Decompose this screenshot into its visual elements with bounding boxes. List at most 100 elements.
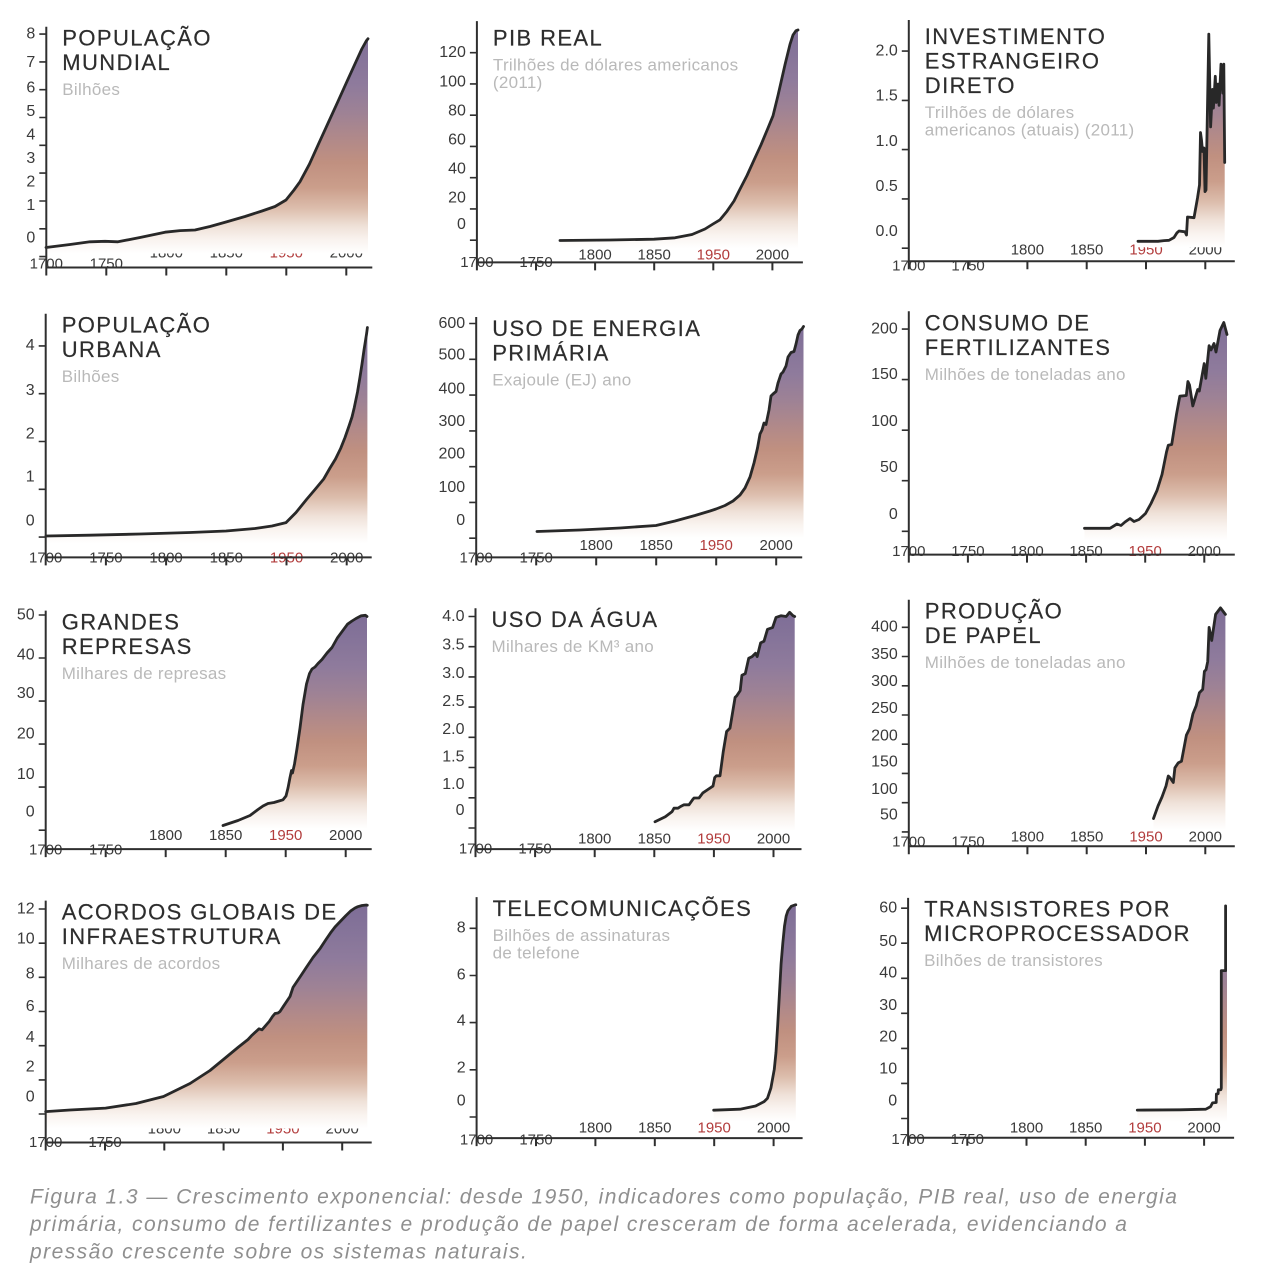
svg-text:40: 40 xyxy=(448,161,466,178)
svg-text:2: 2 xyxy=(26,173,35,190)
svg-text:Milhões de toneladas ano: Milhões de toneladas ano xyxy=(925,365,1126,384)
svg-text:0: 0 xyxy=(456,802,465,819)
svg-text:2000: 2000 xyxy=(756,246,789,263)
svg-text:americanos (atuais) (2011): americanos (atuais) (2011) xyxy=(925,121,1135,140)
svg-text:150: 150 xyxy=(871,753,898,770)
svg-text:2000: 2000 xyxy=(757,830,790,847)
svg-text:pressão crescente sobre os sis: pressão crescente sobre os sistemas natu… xyxy=(29,1241,528,1264)
svg-text:40: 40 xyxy=(17,646,35,663)
svg-text:1.0: 1.0 xyxy=(442,776,464,793)
svg-text:1800: 1800 xyxy=(579,1119,612,1136)
svg-text:1850: 1850 xyxy=(1070,241,1103,258)
svg-text:Milhões de toneladas ano: Milhões de toneladas ano xyxy=(925,653,1126,672)
svg-text:0: 0 xyxy=(457,216,466,233)
svg-text:ACORDOS GLOBAIS DE: ACORDOS GLOBAIS DE xyxy=(62,900,338,925)
svg-text:20: 20 xyxy=(17,725,35,742)
svg-text:60: 60 xyxy=(448,132,466,149)
svg-text:TRANSISTORES POR: TRANSISTORES POR xyxy=(924,897,1171,922)
svg-text:1850: 1850 xyxy=(1070,828,1103,845)
svg-text:2.0: 2.0 xyxy=(876,42,898,59)
svg-text:12: 12 xyxy=(17,900,35,917)
svg-text:2: 2 xyxy=(26,425,35,442)
svg-text:3: 3 xyxy=(26,382,35,399)
svg-text:1750: 1750 xyxy=(951,543,984,560)
svg-text:6: 6 xyxy=(26,79,35,96)
svg-text:Trilhões de dólares: Trilhões de dólares xyxy=(925,103,1075,122)
svg-text:0: 0 xyxy=(26,230,35,247)
svg-text:3.5: 3.5 xyxy=(442,636,464,653)
svg-text:250: 250 xyxy=(871,700,898,717)
svg-text:30: 30 xyxy=(879,997,897,1014)
svg-text:0.5: 0.5 xyxy=(876,178,898,195)
svg-text:1800: 1800 xyxy=(1010,543,1043,560)
svg-text:Milhares de acordos: Milhares de acordos xyxy=(62,954,221,973)
svg-text:1950: 1950 xyxy=(1129,543,1162,560)
svg-text:400: 400 xyxy=(871,619,898,636)
svg-text:2000: 2000 xyxy=(760,537,793,554)
svg-text:4: 4 xyxy=(26,1029,35,1046)
svg-text:1: 1 xyxy=(26,469,35,486)
svg-text:0: 0 xyxy=(457,1093,466,1110)
svg-text:MUNDIAL: MUNDIAL xyxy=(62,50,171,75)
svg-text:Milhares de represas: Milhares de represas xyxy=(62,664,227,683)
svg-text:4: 4 xyxy=(26,127,35,144)
svg-text:de telefone: de telefone xyxy=(493,944,580,963)
svg-text:0: 0 xyxy=(26,513,35,530)
svg-text:2: 2 xyxy=(26,1058,35,1075)
svg-text:1800: 1800 xyxy=(1011,241,1044,258)
svg-text:Bilhões: Bilhões xyxy=(62,80,120,99)
svg-text:20: 20 xyxy=(879,1028,897,1045)
svg-text:2000: 2000 xyxy=(1189,828,1222,845)
svg-text:300: 300 xyxy=(438,413,465,430)
svg-text:primária, consumo de fertiliza: primária, consumo de fertilizantes e pro… xyxy=(29,1213,1128,1236)
svg-text:INFRAESTRUTURA: INFRAESTRUTURA xyxy=(62,924,282,949)
svg-text:150: 150 xyxy=(871,366,898,383)
svg-text:(2011): (2011) xyxy=(493,73,543,92)
svg-text:Exajoule (EJ) ano: Exajoule (EJ) ano xyxy=(492,371,631,390)
svg-text:10: 10 xyxy=(17,766,35,783)
svg-text:4: 4 xyxy=(26,337,35,354)
svg-text:REPRESAS: REPRESAS xyxy=(62,634,193,659)
svg-text:10: 10 xyxy=(879,1060,897,1077)
svg-text:200: 200 xyxy=(871,727,898,744)
svg-text:200: 200 xyxy=(438,446,465,463)
svg-text:500: 500 xyxy=(438,346,465,363)
svg-text:100: 100 xyxy=(439,74,466,91)
svg-text:1850: 1850 xyxy=(1069,1119,1102,1136)
svg-text:1950: 1950 xyxy=(698,1119,731,1136)
svg-text:0.0: 0.0 xyxy=(876,223,898,240)
svg-text:100: 100 xyxy=(438,479,465,496)
svg-text:2.5: 2.5 xyxy=(442,693,464,710)
svg-text:100: 100 xyxy=(871,781,898,798)
svg-text:1850: 1850 xyxy=(209,827,242,844)
svg-text:0: 0 xyxy=(456,512,465,529)
svg-text:1800: 1800 xyxy=(580,537,613,554)
svg-text:0: 0 xyxy=(888,1092,897,1109)
svg-text:6: 6 xyxy=(457,967,466,984)
svg-text:1950: 1950 xyxy=(697,246,730,263)
svg-text:1800: 1800 xyxy=(578,830,611,847)
svg-text:1850: 1850 xyxy=(640,537,673,554)
svg-text:2000: 2000 xyxy=(329,827,362,844)
svg-text:1800: 1800 xyxy=(578,246,611,263)
svg-text:1: 1 xyxy=(26,197,35,214)
svg-text:POPULAÇÃO: POPULAÇÃO xyxy=(62,26,212,51)
svg-text:4.0: 4.0 xyxy=(442,608,464,625)
svg-text:1950: 1950 xyxy=(1128,1119,1161,1136)
svg-text:1850: 1850 xyxy=(638,246,671,263)
svg-text:50: 50 xyxy=(17,606,35,623)
svg-text:MICROPROCESSADOR: MICROPROCESSADOR xyxy=(924,921,1191,946)
svg-text:1950: 1950 xyxy=(269,827,302,844)
svg-text:DIRETO: DIRETO xyxy=(925,73,1016,98)
svg-text:0: 0 xyxy=(26,804,35,821)
svg-text:USO DE ENERGIA: USO DE ENERGIA xyxy=(492,316,701,341)
svg-text:2.0: 2.0 xyxy=(442,721,464,738)
svg-text:100: 100 xyxy=(871,413,898,430)
svg-text:Trilhões de dólares americanos: Trilhões de dólares americanos xyxy=(493,56,739,75)
svg-text:2000: 2000 xyxy=(1187,1119,1220,1136)
svg-text:Bilhões de transistores: Bilhões de transistores xyxy=(924,951,1103,970)
svg-text:FERTILIZANTES: FERTILIZANTES xyxy=(925,335,1112,360)
svg-text:6: 6 xyxy=(26,998,35,1015)
svg-text:8: 8 xyxy=(457,920,466,937)
svg-text:Bilhões de assinaturas: Bilhões de assinaturas xyxy=(493,926,671,945)
